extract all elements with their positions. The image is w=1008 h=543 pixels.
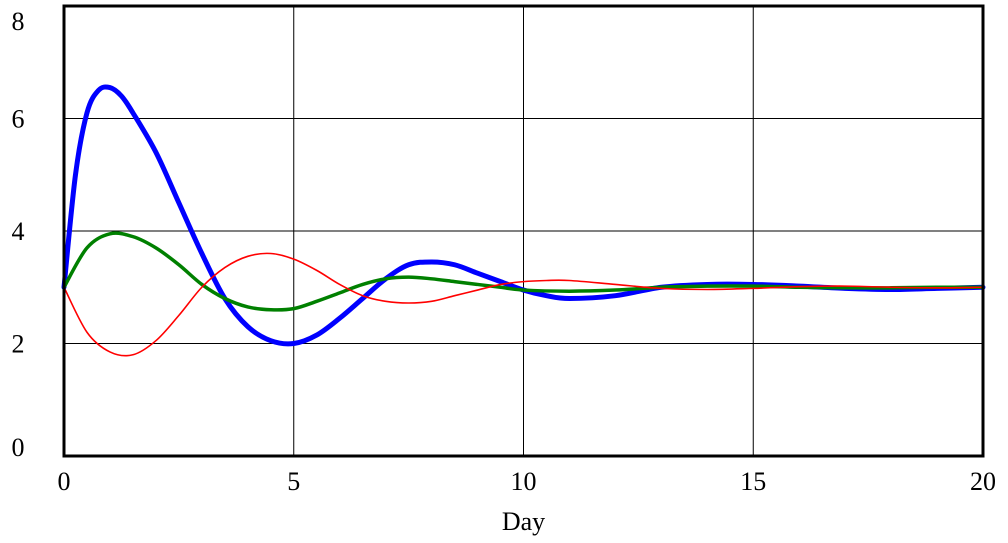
x-axis-title: Day (502, 507, 545, 536)
x-tick-label: 15 (740, 467, 766, 496)
x-tick-label: 20 (970, 467, 996, 496)
x-tick-label: 10 (511, 467, 537, 496)
y-tick-label: 0 (12, 433, 25, 462)
x-tick-label: 5 (287, 467, 300, 496)
y-tick-label: 4 (12, 217, 25, 246)
x-tick-label: 0 (58, 467, 71, 496)
plot-frame (62, 4, 985, 458)
ticks: 0 5 10 15 20 0 2 4 6 8 (12, 7, 997, 496)
series-line-2 (62, 231, 985, 312)
series-layer (61, 84, 986, 357)
grid (64, 6, 983, 456)
y-tick-label: 6 (12, 105, 25, 134)
y-tick-label: 8 (12, 7, 25, 36)
y-tick-label: 2 (12, 330, 25, 359)
series-line-3 (63, 252, 984, 357)
